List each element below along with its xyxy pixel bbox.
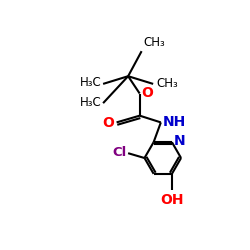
Text: H₃C: H₃C bbox=[80, 96, 101, 109]
Text: NH: NH bbox=[163, 115, 186, 129]
Text: O: O bbox=[102, 116, 114, 130]
Text: CH₃: CH₃ bbox=[144, 36, 165, 49]
Text: O: O bbox=[142, 86, 154, 100]
Text: Cl: Cl bbox=[112, 146, 126, 159]
Text: CH₃: CH₃ bbox=[156, 78, 178, 90]
Text: OH: OH bbox=[160, 192, 184, 206]
Text: H₃C: H₃C bbox=[80, 76, 101, 90]
Text: N: N bbox=[174, 134, 185, 148]
